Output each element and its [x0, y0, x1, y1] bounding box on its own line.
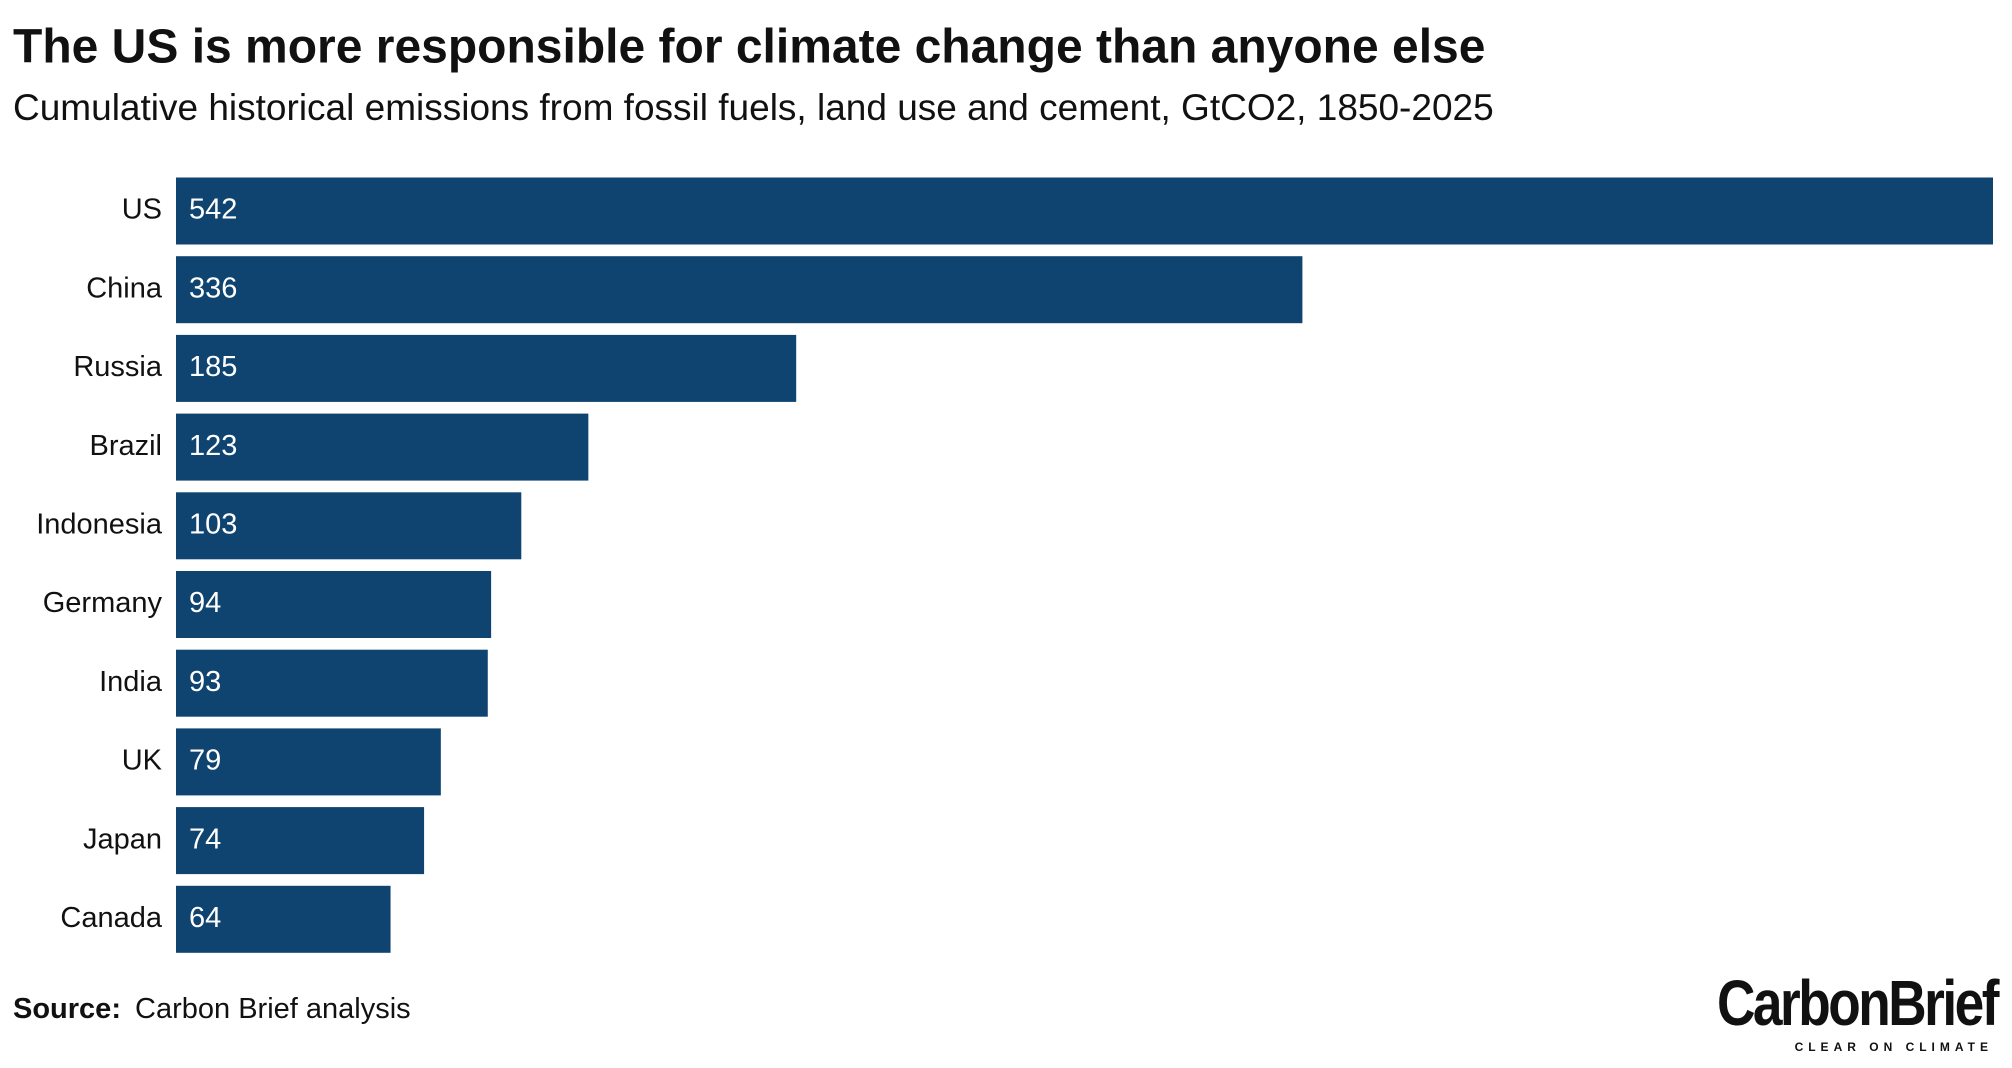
value-label: 94: [189, 587, 221, 619]
chart-subtitle: Cumulative historical emissions from fos…: [13, 87, 1494, 128]
source: Source: Carbon Brief analysis: [13, 993, 411, 1025]
value-label: 74: [189, 823, 221, 855]
value-label: 103: [189, 508, 237, 540]
category-label: India: [99, 666, 163, 698]
category-label: Russia: [73, 351, 163, 383]
value-label: 336: [189, 272, 237, 304]
category-label: Canada: [60, 902, 162, 934]
bar: [176, 807, 425, 875]
category-label: Indonesia: [36, 508, 163, 540]
bar: [176, 177, 1993, 245]
category-label: UK: [122, 745, 163, 777]
bar: [176, 413, 589, 481]
value-label: 93: [189, 666, 221, 698]
category-label: Germany: [43, 587, 163, 619]
source-text: Carbon Brief analysis: [135, 993, 411, 1025]
logo-name: CarbonBrief: [1717, 967, 2000, 1039]
bar: [176, 492, 522, 560]
bar: [176, 649, 488, 717]
category-label: Brazil: [89, 430, 162, 462]
logo-tagline: CLEAR ON CLIMATE: [1795, 1040, 1993, 1054]
category-label: China: [86, 272, 163, 304]
bar: [176, 571, 492, 638]
source-label: Source:: [13, 993, 121, 1025]
value-label: 64: [189, 902, 221, 934]
value-label: 185: [189, 351, 237, 383]
category-label: US: [122, 194, 162, 226]
bar: [176, 885, 391, 953]
chart-title: The US is more responsible for climate c…: [13, 21, 1485, 74]
bar: [176, 334, 797, 402]
value-label: 79: [189, 745, 221, 777]
value-label: 542: [189, 194, 237, 226]
bar: [176, 728, 441, 796]
category-label: Japan: [83, 823, 162, 855]
bar: [176, 256, 1303, 324]
value-label: 123: [189, 430, 237, 462]
